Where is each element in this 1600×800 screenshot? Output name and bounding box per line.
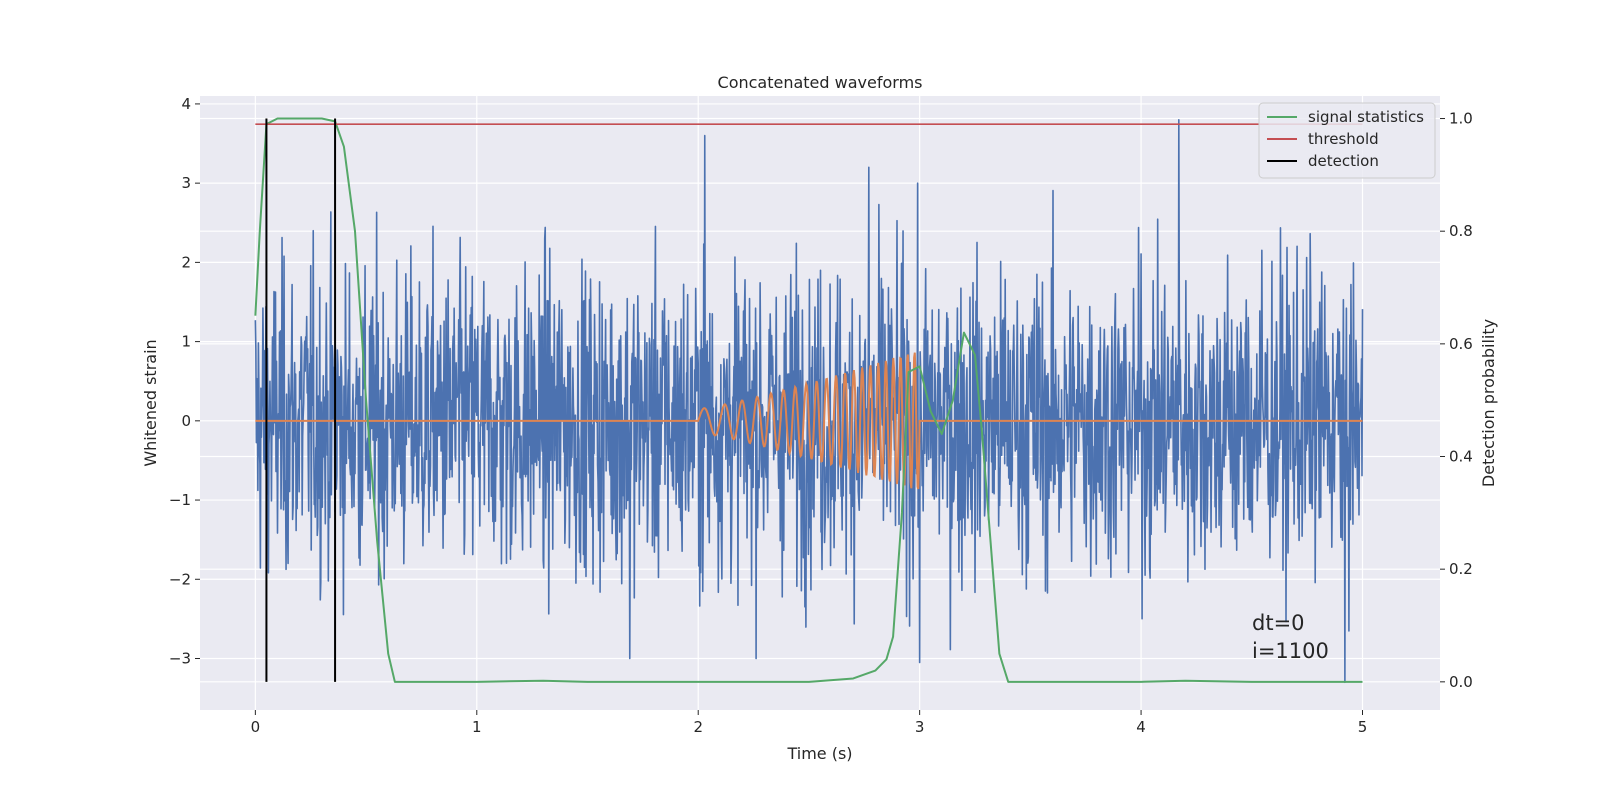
y2-tick-label: 0.6 bbox=[1449, 335, 1473, 353]
legend-label-threshold: threshold bbox=[1308, 130, 1379, 148]
y2-axis-label: Detection probability bbox=[1479, 319, 1498, 487]
legend-box bbox=[1258, 102, 1436, 179]
y-tick-label: −1 bbox=[169, 491, 191, 509]
x-tick-label: 3 bbox=[915, 718, 925, 736]
detection-series bbox=[265, 118, 337, 682]
legend: signal statistics threshold detection bbox=[1258, 102, 1436, 179]
y-tick-label: −2 bbox=[169, 570, 191, 588]
annotation-line-2: i=1100 bbox=[1252, 639, 1329, 663]
signal-statistics-series bbox=[254, 117, 1363, 683]
chart-title: Concatenated waveforms bbox=[718, 73, 923, 92]
x-tick-label: 5 bbox=[1358, 718, 1368, 736]
x-tick-label: 0 bbox=[251, 718, 261, 736]
y2-tick-label: 1.0 bbox=[1449, 110, 1473, 128]
y-tick-label: 1 bbox=[181, 333, 191, 351]
y2-tick-label: 0.2 bbox=[1449, 560, 1473, 578]
noise-line bbox=[254, 118, 1364, 684]
y-tick-label: 0 bbox=[181, 412, 191, 430]
annotation-line-1: dt=0 bbox=[1252, 611, 1305, 635]
chirp-line bbox=[255, 352, 1363, 490]
y-tick-label: 2 bbox=[181, 253, 191, 271]
y2-tick-label: 0.0 bbox=[1449, 673, 1473, 691]
signal-statistics-line bbox=[254, 117, 1363, 683]
annotation: dt=0 i=1100 bbox=[1252, 611, 1329, 663]
y2-tick-label: 0.8 bbox=[1449, 222, 1473, 240]
y-axis-ticks: −3 −2 −1 0 1 2 3 4 bbox=[169, 95, 200, 668]
legend-label-detection: detection bbox=[1308, 152, 1379, 170]
chirp-series bbox=[255, 352, 1363, 490]
noise-series bbox=[254, 118, 1364, 684]
x-axis-label: Time (s) bbox=[786, 744, 852, 763]
x-tick-label: 4 bbox=[1136, 718, 1146, 736]
y2-tick-label: 0.4 bbox=[1449, 448, 1473, 466]
x-tick-label: 1 bbox=[472, 718, 482, 736]
x-tick-label: 2 bbox=[693, 718, 703, 736]
y2-axis-ticks: 0.0 0.2 0.4 0.6 0.8 1.0 bbox=[1440, 110, 1473, 691]
x-axis-ticks: 0 1 2 3 4 5 bbox=[251, 710, 1368, 736]
y-tick-label: 3 bbox=[181, 174, 191, 192]
legend-label-signal-statistics: signal statistics bbox=[1308, 108, 1424, 126]
y-axis-label: Whitened strain bbox=[141, 339, 160, 466]
y-tick-label: 4 bbox=[181, 95, 191, 113]
y-tick-label: −3 bbox=[169, 650, 191, 668]
